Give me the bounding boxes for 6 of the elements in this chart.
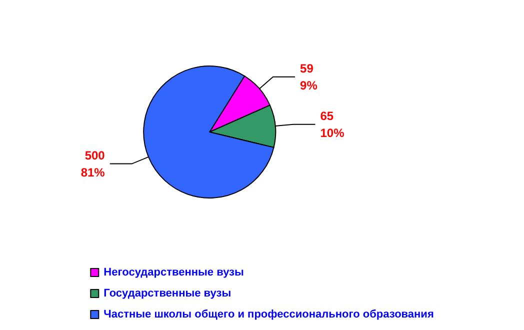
legend-label: Частные школы общего и профессионального образования xyxy=(104,308,434,320)
data-label: 65 10% xyxy=(320,108,345,140)
legend-label: Негосударственные вузы xyxy=(104,266,244,278)
legend-label: Государственные вузы xyxy=(104,288,232,300)
data-label: 59 9% xyxy=(300,61,318,92)
data-label: 500 81% xyxy=(80,148,106,180)
